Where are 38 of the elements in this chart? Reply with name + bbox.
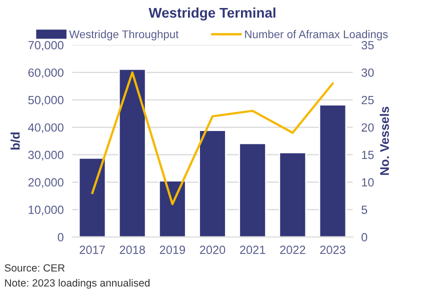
x-tick-label: 2019 bbox=[160, 246, 185, 254]
chart-title: Westridge Terminal bbox=[148, 8, 276, 21]
bar bbox=[198, 130, 226, 237]
y-tick-label: 70,000 bbox=[28, 41, 64, 51]
legend-label: Westridge Throughput bbox=[69, 30, 179, 40]
x-tick-label: 2021 bbox=[240, 246, 266, 254]
x-tick-label: 2022 bbox=[280, 246, 306, 254]
x-tick-label: 2017 bbox=[80, 246, 105, 254]
bar bbox=[118, 68, 146, 237]
source-note: Source: CER bbox=[4, 264, 65, 272]
y2-tick-label: 5 bbox=[362, 206, 368, 214]
text: Note: 2023 loadings annualised bbox=[5, 278, 150, 289]
y2-tick-label: 10 bbox=[362, 178, 374, 187]
x-tick-label: 2020 bbox=[200, 246, 226, 254]
y2-tick-label: 20 bbox=[362, 123, 374, 132]
y-tick-label: 20,000 bbox=[28, 178, 64, 188]
y-tick-label: 30,000 bbox=[28, 150, 64, 161]
y-tick-label: 10,000 bbox=[28, 206, 64, 216]
y2-tick-label: 30 bbox=[362, 68, 374, 77]
bar bbox=[278, 152, 307, 237]
y2-tick-label: 15 bbox=[362, 150, 374, 160]
bar bbox=[78, 157, 106, 237]
x-tick-label: 2018 bbox=[120, 246, 145, 254]
y-tick-label: 40,000 bbox=[28, 123, 64, 134]
y-axis-title: b/d bbox=[10, 132, 20, 150]
y-tick-label: 60,000 bbox=[28, 68, 64, 78]
y-tick-label: 0 bbox=[58, 233, 64, 242]
y2-tick-label: 35 bbox=[362, 41, 374, 50]
y2-axis-title: No. Vessels bbox=[380, 106, 389, 175]
y2-tick-label: 25 bbox=[362, 96, 374, 104]
bar bbox=[158, 180, 186, 237]
y2-tick-label: 0 bbox=[362, 233, 368, 242]
line-series bbox=[91, 71, 334, 206]
legend-label: Number of Aframax Loadings bbox=[245, 30, 388, 40]
bar bbox=[238, 142, 266, 237]
bar bbox=[318, 104, 347, 237]
y-tick-label: 50,000 bbox=[28, 96, 64, 106]
x-tick-label: 2023 bbox=[320, 246, 346, 254]
